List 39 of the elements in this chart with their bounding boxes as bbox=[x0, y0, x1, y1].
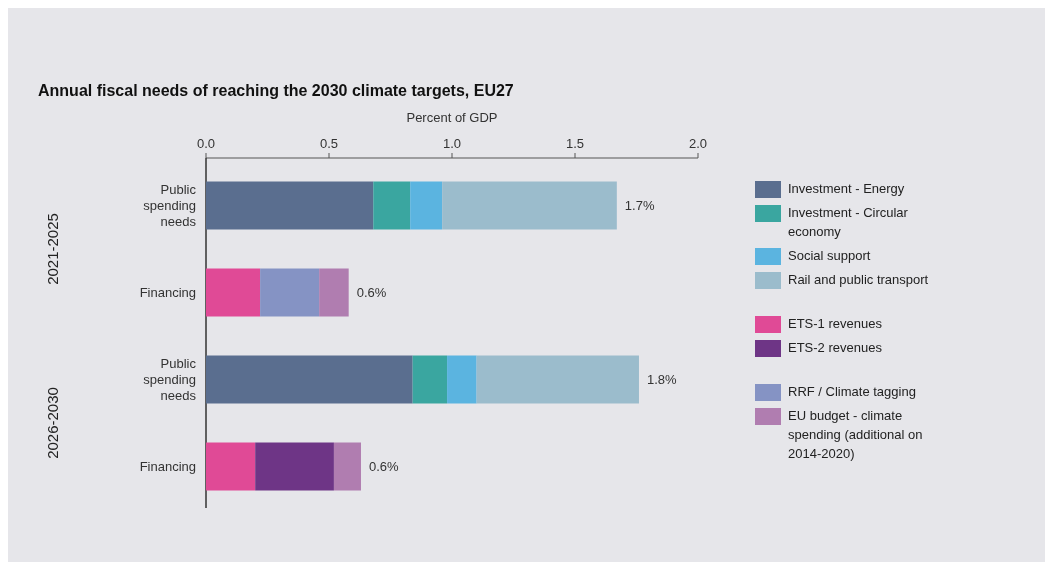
total-label: 1.7% bbox=[624, 198, 655, 214]
y-tick-label: Public spending needs bbox=[143, 356, 197, 404]
legend-label: EU budget - climate spending (additional on 2014-2020) bbox=[788, 407, 923, 461]
bar bbox=[447, 355, 477, 404]
bar bbox=[206, 181, 374, 230]
x-tick-label: 0.5 bbox=[319, 136, 339, 151]
legend-label: Rail and public transport bbox=[788, 271, 929, 287]
y-tick-label: Financing bbox=[139, 285, 196, 301]
text: 2021-2025 bbox=[44, 213, 61, 285]
bar bbox=[206, 268, 261, 317]
x-axis-title: Percent of GDP bbox=[406, 110, 498, 125]
x-tick-label: 2.0 bbox=[688, 136, 708, 151]
text: 2026-2030 bbox=[44, 387, 61, 459]
bar bbox=[206, 355, 413, 404]
chart-title: Annual fiscal needs of reaching the 2030 climate targets, EU27 bbox=[38, 82, 514, 99]
x-tick-label: 1.5 bbox=[565, 136, 585, 151]
bar bbox=[476, 355, 639, 404]
bar bbox=[206, 442, 256, 491]
bar bbox=[333, 442, 361, 491]
bar bbox=[442, 181, 617, 230]
legend-label: ETS-1 revenues bbox=[788, 315, 883, 331]
y-tick-label: Financing bbox=[139, 459, 196, 475]
bar bbox=[260, 268, 320, 317]
legend-label: Investment - Circular economy bbox=[788, 204, 909, 239]
x-tick-label: 0.0 bbox=[196, 136, 216, 151]
bar bbox=[410, 181, 443, 230]
total-label: 0.6% bbox=[356, 285, 387, 301]
total-label: 0.6% bbox=[368, 459, 400, 475]
bar bbox=[319, 268, 349, 317]
legend-label: Investment - Energy bbox=[788, 180, 905, 196]
legend-label: Social support bbox=[788, 247, 871, 263]
legend-label: RRF / Climate tagging bbox=[788, 383, 916, 399]
bar bbox=[412, 355, 448, 404]
total-label: 1.8% bbox=[646, 372, 678, 388]
bar bbox=[255, 442, 334, 491]
y-tick-label: Public spending needs bbox=[143, 182, 197, 230]
x-tick-label: 1.0 bbox=[442, 136, 462, 151]
bar bbox=[373, 181, 411, 230]
legend-label: ETS-2 revenues bbox=[788, 339, 883, 355]
